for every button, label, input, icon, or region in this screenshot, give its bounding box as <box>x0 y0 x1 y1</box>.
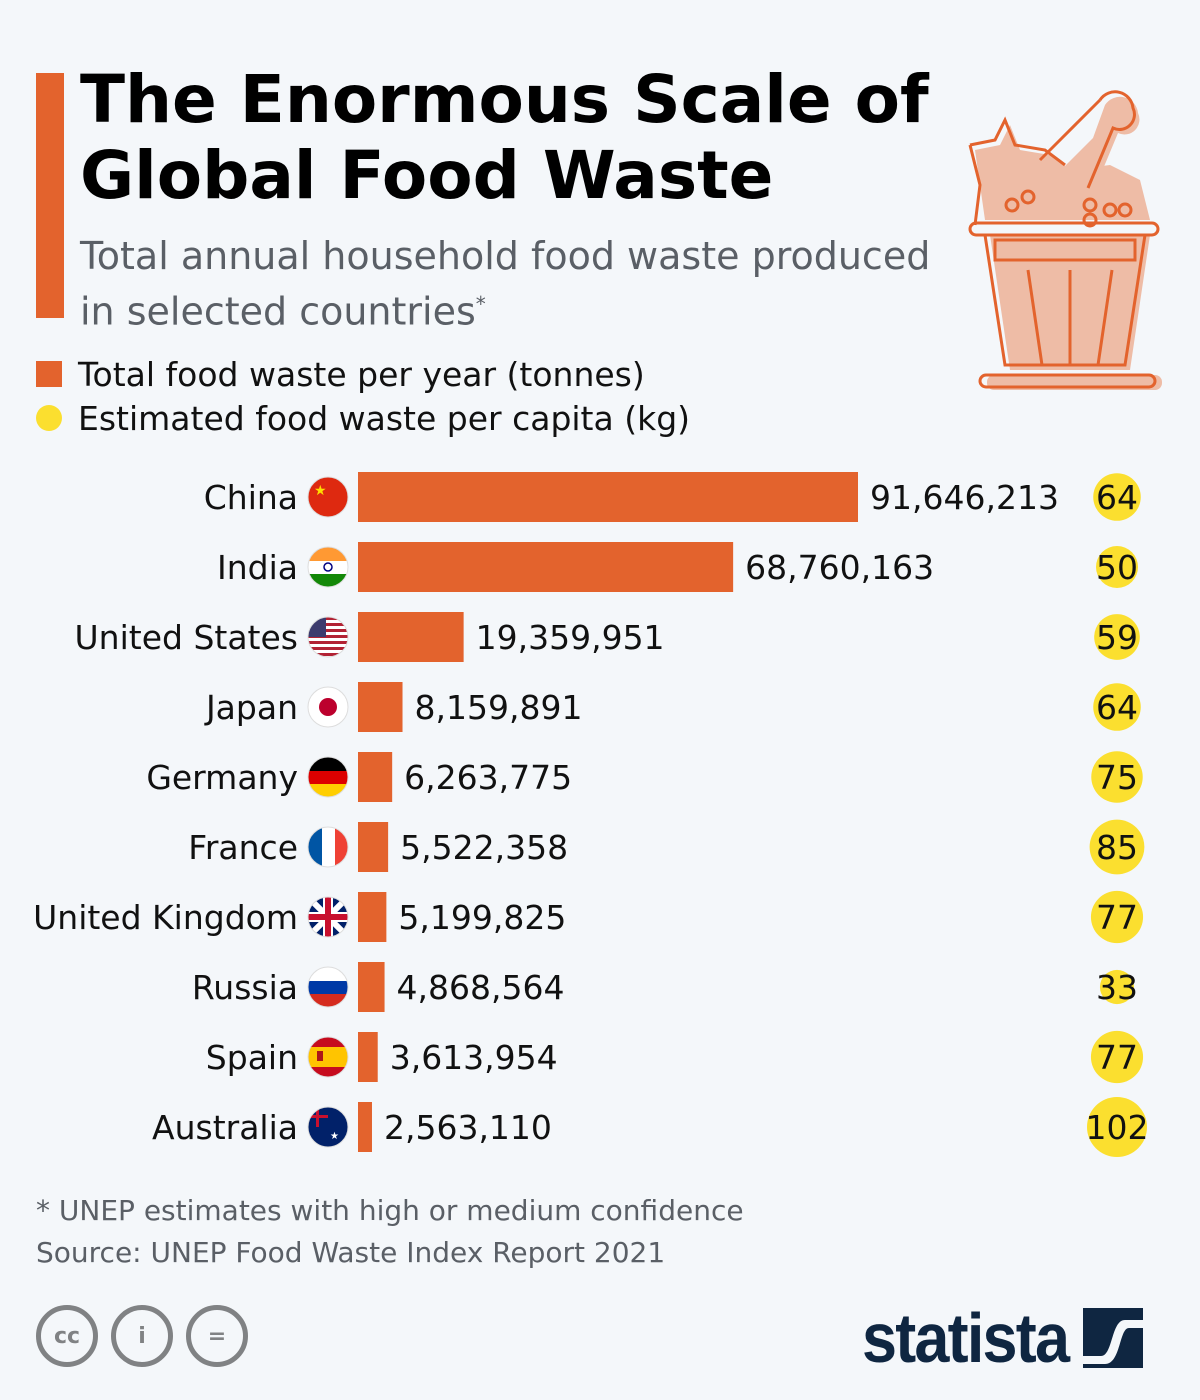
china-flag-icon: ★ <box>307 476 349 518</box>
japan-flag-icon <box>307 686 349 728</box>
france-flag-icon <box>307 826 349 868</box>
statista-wordmark: statista <box>862 1299 1070 1377</box>
bar-total-waste <box>358 472 858 522</box>
bar-total-waste <box>358 962 385 1012</box>
footnote: * UNEP estimates with high or medium con… <box>36 1190 744 1274</box>
svg-text:★: ★ <box>330 1131 339 1142</box>
title-line-1: The Enormous Scale of <box>80 61 929 138</box>
source-note: Source: UNEP Food Waste Index Report 202… <box>36 1236 666 1269</box>
bar-total-waste <box>358 542 734 592</box>
per-capita-label: 75 <box>1096 758 1138 797</box>
legend-label-per-capita: Estimated food waste per capita (kg) <box>78 398 691 438</box>
subtitle-text: Total annual household food waste produc… <box>80 234 931 334</box>
bar-value-label: 91,646,213 <box>870 478 1059 517</box>
page-title: The Enormous Scale of Global Food Waste <box>80 62 929 214</box>
bar-value-label: 2,563,110 <box>384 1108 552 1147</box>
attribution-icon[interactable]: i <box>111 1305 173 1367</box>
per-capita-label: 50 <box>1096 548 1138 587</box>
bar-value-label: 19,359,951 <box>476 618 665 657</box>
category-label: Australia <box>152 1108 298 1147</box>
bar-value-label: 4,868,564 <box>397 968 565 1007</box>
no-derivatives-icon[interactable]: = <box>186 1305 248 1367</box>
confidence-note: * UNEP estimates with high or medium con… <box>36 1194 744 1227</box>
bar-value-label: 5,522,358 <box>400 828 568 867</box>
bar-value-label: 6,263,775 <box>404 758 572 797</box>
category-label: Germany <box>146 758 298 797</box>
bar-total-waste <box>358 752 393 802</box>
bar-total-waste <box>358 892 387 942</box>
svg-text:★: ★ <box>314 483 327 499</box>
creative-commons-icon[interactable]: cc <box>36 1305 98 1367</box>
per-capita-dot <box>1090 1030 1144 1084</box>
category-label: India <box>217 548 298 587</box>
category-label: Japan <box>204 688 298 727</box>
russia-flag-icon <box>307 966 349 1008</box>
bar-value-label: 5,199,825 <box>398 898 566 937</box>
legend-label-total: Total food waste per year (tonnes) <box>78 354 645 394</box>
india-flag-icon <box>307 546 349 588</box>
us-flag-icon <box>307 616 349 658</box>
per-capita-dot <box>1087 1097 1147 1157</box>
germany-flag-icon <box>307 756 349 798</box>
spain-flag-icon <box>307 1036 349 1078</box>
per-capita-label: 77 <box>1096 898 1138 937</box>
bar-total-waste <box>358 612 464 662</box>
legend-item-total: Total food waste per year (tonnes) <box>36 352 690 396</box>
category-label: China <box>204 478 298 517</box>
bar-value-label: 3,613,954 <box>390 1038 558 1077</box>
per-capita-label: 77 <box>1096 1038 1138 1077</box>
category-label: United Kingdom <box>33 898 298 937</box>
bar-value-label: 68,760,163 <box>745 548 934 587</box>
per-capita-dot <box>1095 545 1139 589</box>
statista-mark-icon <box>1083 1308 1144 1368</box>
title-line-2: Global Food Waste <box>80 137 774 214</box>
bar-total-waste <box>358 1032 378 1082</box>
subtitle: Total annual household food waste produc… <box>80 232 940 336</box>
legend-square-marker <box>36 361 62 387</box>
per-capita-label: 102 <box>1086 1108 1149 1147</box>
license-icons: cc i = <box>36 1305 248 1367</box>
subtitle-asterisk: * <box>475 292 486 316</box>
legend: Total food waste per year (tonnes) Estim… <box>36 352 690 440</box>
bar-value-label: 8,159,891 <box>415 688 583 727</box>
statista-logo[interactable]: statista <box>862 1298 1144 1378</box>
per-capita-label: 59 <box>1096 618 1138 657</box>
bar-total-waste <box>358 1102 372 1152</box>
category-label: Russia <box>192 968 298 1007</box>
bar-total-waste <box>358 682 403 732</box>
per-capita-label: 64 <box>1096 478 1138 517</box>
uk-flag-icon <box>307 896 349 938</box>
category-label: United States <box>75 618 298 657</box>
legend-dot-marker <box>36 405 62 431</box>
per-capita-label: 85 <box>1096 828 1138 867</box>
per-capita-label: 64 <box>1096 688 1138 727</box>
bar-total-waste <box>358 822 389 872</box>
title-accent-bar <box>36 73 64 318</box>
per-capita-dot <box>1089 819 1145 875</box>
per-capita-dot <box>1093 683 1141 731</box>
per-capita-dot <box>1090 890 1144 944</box>
per-capita-dot <box>1094 614 1140 660</box>
per-capita-dot <box>1093 473 1141 521</box>
food-waste-bin-icon <box>968 90 1162 390</box>
legend-item-per-capita: Estimated food waste per capita (kg) <box>36 396 690 440</box>
category-label: Spain <box>206 1038 298 1077</box>
category-label: France <box>188 828 298 867</box>
per-capita-dot <box>1099 969 1135 1005</box>
australia-flag-icon: ★ <box>307 1106 349 1148</box>
per-capita-dot <box>1091 751 1143 803</box>
per-capita-label: 33 <box>1096 968 1138 1007</box>
